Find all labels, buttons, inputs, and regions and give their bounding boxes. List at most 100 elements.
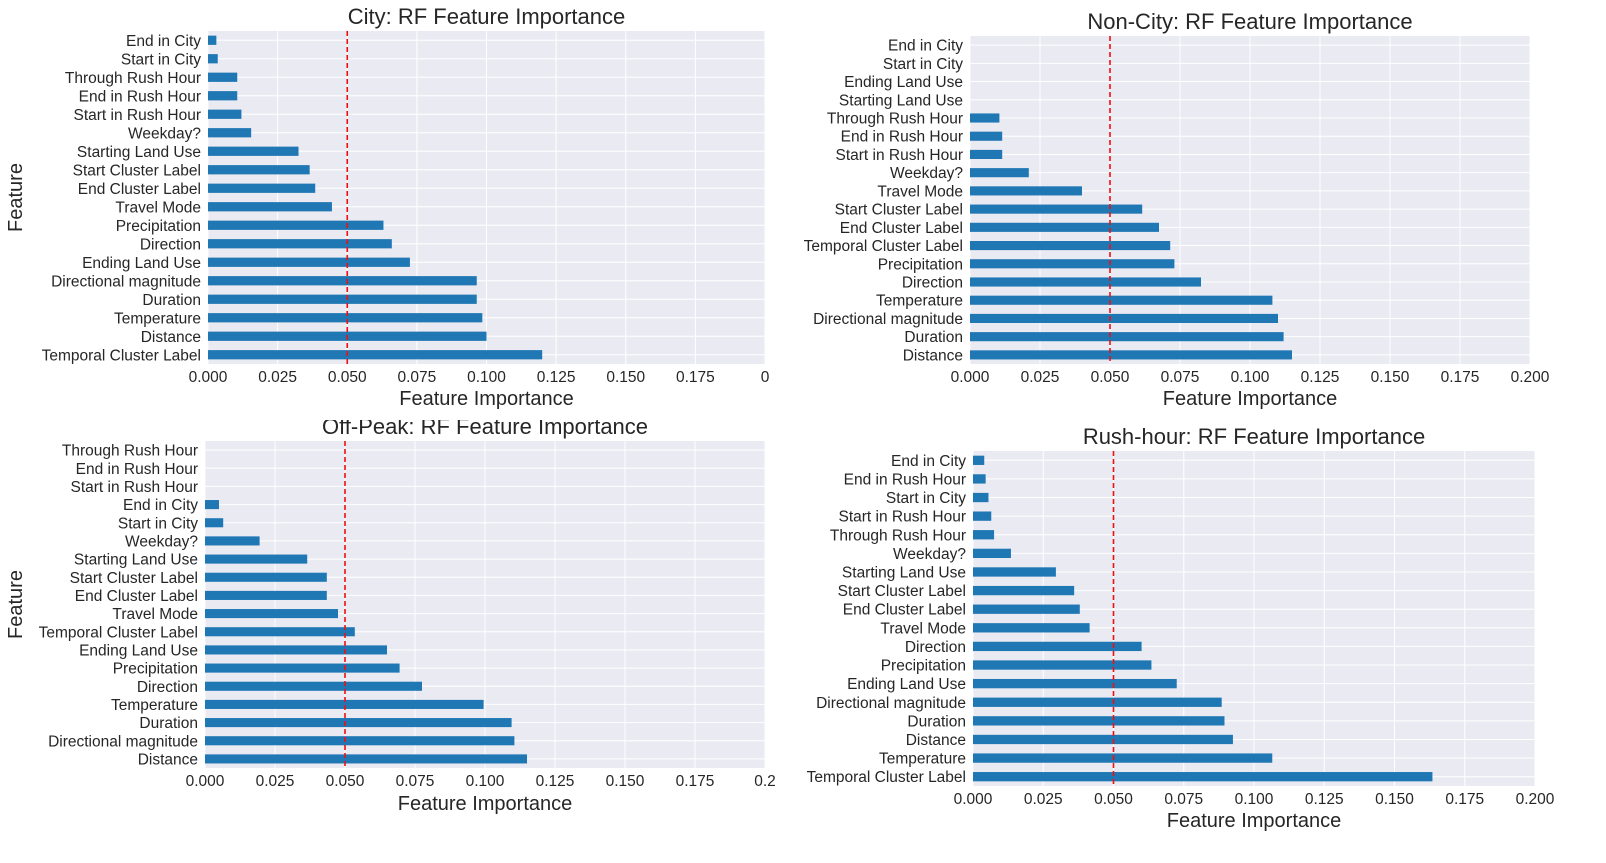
bar — [970, 186, 1082, 196]
bar — [208, 91, 238, 101]
category-label: Travel Mode — [115, 199, 201, 216]
bar — [205, 500, 219, 510]
x-tick-label: 0.125 — [1301, 369, 1340, 386]
category-label: Directional magnitude — [51, 273, 201, 290]
x-tick-label: 0.150 — [1371, 369, 1410, 386]
bar — [973, 455, 985, 465]
x-axis-label: Feature Importance — [1167, 810, 1342, 832]
x-tick-label: 0.200 — [1516, 791, 1555, 808]
bar — [973, 641, 1142, 652]
x-tick-label: 0.175 — [676, 369, 715, 386]
category-label: Precipitation — [881, 658, 966, 675]
bar — [205, 627, 355, 637]
y-axis-label: Feature — [5, 163, 27, 232]
category-label: Duration — [907, 713, 966, 730]
bar — [973, 548, 1011, 559]
category-label: Start in City — [883, 56, 963, 73]
chart-title: Rush-hour: RF Feature Importance — [1083, 424, 1425, 449]
category-label: Temperature — [111, 697, 198, 714]
x-tick-label: 0.075 — [397, 369, 436, 386]
bar — [970, 313, 1278, 323]
x-tick-label: 0.075 — [1164, 791, 1203, 808]
bar — [205, 718, 512, 728]
category-label: Start Cluster Label — [835, 202, 963, 219]
x-tick-label: 0.125 — [1305, 791, 1344, 808]
bar — [208, 54, 218, 64]
category-label: Distance — [141, 329, 201, 346]
category-label: Starting Land Use — [842, 564, 966, 581]
x-tick-label: 0.075 — [396, 773, 435, 790]
chart-non-city: End in City Start in City Ending Land Use S… — [773, 0, 1606, 420]
bar — [205, 609, 338, 619]
y-axis-label: Feature — [5, 570, 27, 639]
chart-off-peak: Through Rush Hour End in Rush Hour Start i… — [0, 414, 800, 858]
category-label: Distance — [138, 751, 198, 768]
category-label: Ending Land Use — [847, 676, 966, 693]
bar — [205, 663, 400, 673]
x-tick-label: 0.025 — [1021, 369, 1060, 386]
bar — [973, 567, 1056, 577]
bar — [208, 183, 316, 193]
x-tick-label: 0.100 — [1235, 791, 1274, 808]
x-tick-label: 0.125 — [536, 773, 575, 790]
x-tick-label: 0.050 — [1094, 791, 1133, 808]
bar — [208, 313, 483, 323]
category-label: Start Cluster Label — [838, 583, 966, 600]
chart-title: Off-Peak: RF Feature Importance — [322, 420, 648, 439]
category-label: End Cluster Label — [75, 588, 198, 605]
category-label: Direction — [137, 679, 198, 696]
bar — [973, 623, 1090, 633]
category-label: Ending Land Use — [844, 74, 963, 91]
x-tick-label: 0 — [761, 369, 770, 386]
category-label: Directional magnitude — [813, 311, 963, 328]
category-label: Ending Land Use — [82, 255, 201, 272]
bar — [205, 554, 308, 564]
category-label: Temperature — [876, 293, 963, 310]
x-tick-label: 0.075 — [1161, 369, 1200, 386]
bar — [208, 165, 310, 175]
x-tick-label: 0.050 — [1091, 369, 1130, 386]
bar — [970, 149, 1003, 159]
x-tick-label: 0.2 — [754, 773, 776, 790]
category-label: Start Cluster Label — [73, 162, 201, 179]
bar — [970, 350, 1292, 360]
x-tick-label: 0.200 — [1511, 369, 1550, 386]
x-tick-label: 0.100 — [467, 369, 506, 386]
category-label: Through Rush Hour — [827, 111, 963, 128]
chart-title: City: RF Feature Importance — [348, 4, 626, 29]
x-tick-label: 0.050 — [326, 773, 365, 790]
x-tick-label: 0.000 — [186, 773, 225, 790]
bar — [970, 113, 1000, 123]
bar — [208, 35, 217, 45]
bar — [208, 220, 384, 230]
bar — [973, 753, 1273, 763]
bar — [973, 716, 1225, 726]
category-label: Starting Land Use — [77, 144, 201, 161]
category-label: End in Rush Hour — [76, 461, 198, 478]
category-label: Duration — [142, 292, 201, 309]
category-label: Precipitation — [113, 661, 198, 678]
bar — [973, 492, 989, 503]
bar — [973, 660, 1152, 670]
x-tick-label: 0.025 — [258, 369, 297, 386]
bar — [970, 295, 1273, 305]
category-label: End in City — [888, 38, 963, 55]
bar — [208, 128, 252, 138]
bar — [970, 332, 1284, 342]
category-label: Temperature — [879, 751, 966, 768]
category-label: Temporal Cluster Label — [39, 624, 198, 641]
x-axis-label: Feature Importance — [1163, 388, 1338, 410]
category-label: Distance — [903, 347, 963, 364]
x-axis-label: Feature Importance — [399, 388, 574, 410]
x-tick-label: 0.100 — [466, 773, 505, 790]
bar — [970, 277, 1201, 287]
x-tick-label: 0.000 — [189, 369, 228, 386]
bar — [973, 697, 1222, 707]
category-label: Through Rush Hour — [830, 527, 966, 544]
bar — [970, 241, 1171, 251]
category-label: Direction — [902, 275, 963, 292]
category-label: Travel Mode — [877, 183, 963, 200]
